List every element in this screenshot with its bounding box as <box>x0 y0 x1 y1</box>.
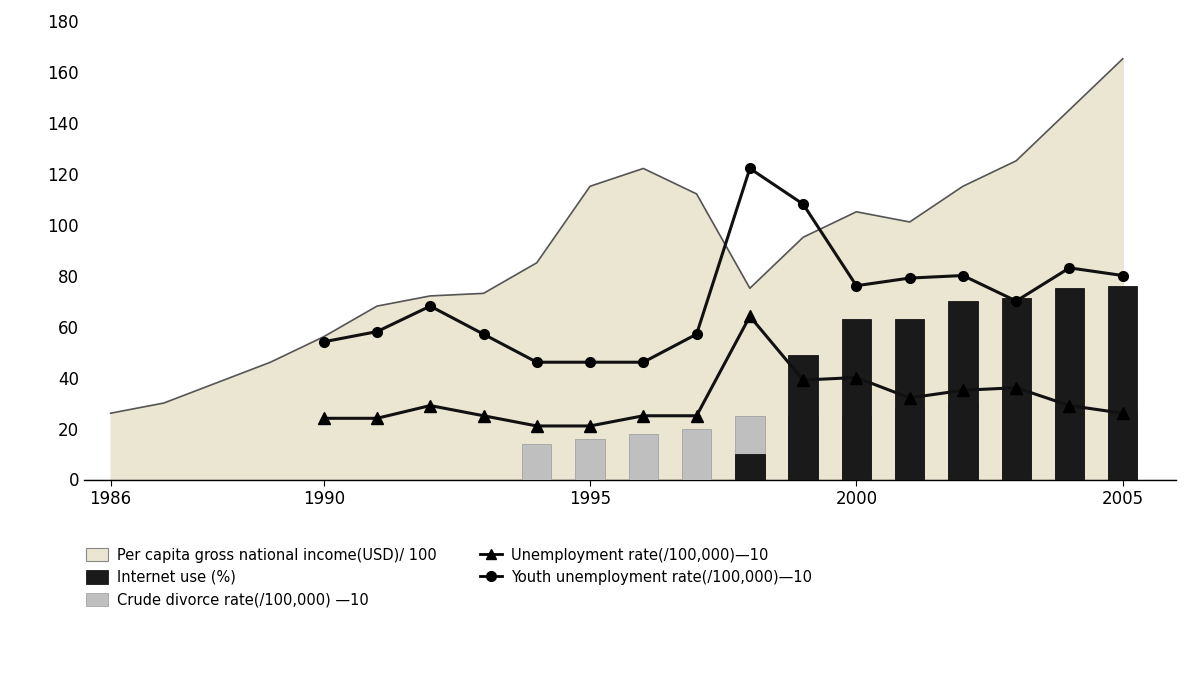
Bar <box>895 319 924 480</box>
Bar <box>682 429 712 480</box>
Bar <box>736 454 764 480</box>
Legend: Per capita gross national income(USD)/ 100, Internet use (%), Crude divorce rate: Per capita gross national income(USD)/ 1… <box>80 542 817 613</box>
Bar <box>629 434 658 480</box>
Bar <box>1002 390 1031 480</box>
Bar <box>522 444 552 479</box>
Bar <box>1002 299 1031 480</box>
Bar <box>1108 413 1138 480</box>
Bar <box>575 438 605 480</box>
Bar <box>1055 288 1084 480</box>
Bar <box>1108 286 1138 480</box>
Bar <box>948 301 978 479</box>
Bar <box>895 408 924 480</box>
Bar <box>1055 406 1084 480</box>
Bar <box>736 416 764 480</box>
Bar <box>948 403 978 480</box>
Bar <box>788 355 817 479</box>
Bar <box>841 319 871 480</box>
Bar <box>788 416 817 480</box>
Bar <box>841 416 871 480</box>
